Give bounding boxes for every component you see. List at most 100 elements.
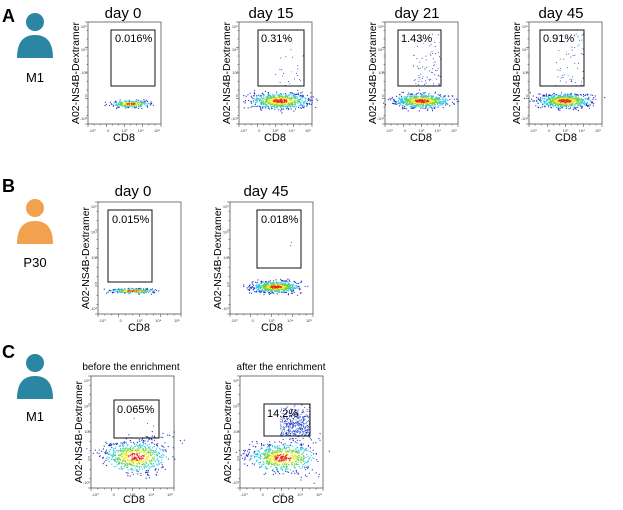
event-dot xyxy=(571,49,573,51)
event-dot xyxy=(276,461,278,463)
event-dot xyxy=(584,101,586,103)
event-dot xyxy=(423,102,425,104)
event-dot xyxy=(134,456,136,458)
event-dot xyxy=(419,92,422,95)
event-dot xyxy=(437,97,439,99)
event-dot xyxy=(421,105,423,107)
event-dot xyxy=(261,93,263,95)
event-dot xyxy=(105,457,108,459)
event-dot xyxy=(274,108,276,110)
event-dot xyxy=(121,102,124,104)
event-dot xyxy=(141,101,143,104)
event-dot xyxy=(561,35,563,37)
event-dot xyxy=(280,93,282,96)
event-dot xyxy=(298,286,300,288)
event-dot xyxy=(570,56,572,58)
event-dot xyxy=(140,102,142,104)
event-dot xyxy=(142,448,145,450)
event-dot xyxy=(132,453,135,455)
event-dot xyxy=(297,451,299,454)
event-dot xyxy=(153,456,155,458)
event-dot xyxy=(434,105,437,107)
event-dot xyxy=(110,459,113,461)
event-dot xyxy=(132,473,134,475)
event-dot xyxy=(179,440,181,442)
event-dot xyxy=(135,444,137,446)
event-dot xyxy=(428,105,430,107)
event-dot xyxy=(137,445,139,447)
event-dot xyxy=(103,288,105,290)
event-dot xyxy=(311,457,313,459)
event-dot xyxy=(264,98,266,100)
event-dot xyxy=(430,107,432,109)
event-dot xyxy=(149,449,151,451)
event-dot xyxy=(133,107,136,109)
event-dot xyxy=(409,93,411,95)
y-axis-label: A02-NS4B-Dextramer xyxy=(70,21,82,124)
event-dot xyxy=(438,105,440,107)
y-tick-label: -10³ xyxy=(222,306,230,311)
event-dot xyxy=(428,106,430,108)
event-dot xyxy=(562,102,564,104)
event-dot xyxy=(436,97,438,99)
event-dot xyxy=(391,96,393,98)
event-dot xyxy=(265,100,267,102)
event-dot xyxy=(283,281,285,283)
event-dot xyxy=(277,99,279,101)
event-dot xyxy=(299,95,301,97)
event-dot xyxy=(565,53,567,55)
event-dot xyxy=(424,101,426,104)
event-dot xyxy=(574,54,576,56)
event-dot xyxy=(307,98,309,100)
event-dot xyxy=(275,459,277,461)
event-dot xyxy=(120,468,122,470)
event-dot xyxy=(143,455,145,457)
event-dot xyxy=(132,463,134,465)
event-dot xyxy=(129,448,131,450)
event-dot xyxy=(263,452,265,454)
event-dot xyxy=(564,93,566,95)
event-dot xyxy=(136,463,139,465)
event-dot xyxy=(281,292,283,294)
event-dot xyxy=(112,104,115,106)
event-dot xyxy=(559,103,561,105)
event-dot xyxy=(433,107,435,109)
event-dot xyxy=(284,453,286,455)
event-dot xyxy=(154,460,156,462)
event-dot xyxy=(131,468,133,470)
event-dot xyxy=(259,100,261,102)
event-dot xyxy=(560,77,562,79)
event-dot xyxy=(274,102,276,104)
event-dot xyxy=(593,97,595,99)
event-dot xyxy=(295,95,297,97)
event-dot xyxy=(287,278,289,280)
event-dot xyxy=(147,100,149,103)
event-dot xyxy=(164,442,166,444)
event-dot xyxy=(433,65,434,67)
event-dot xyxy=(287,294,289,296)
event-dot xyxy=(148,459,150,462)
event-dot xyxy=(441,104,443,106)
event-dot xyxy=(106,442,108,445)
event-dot xyxy=(570,101,572,103)
event-dot xyxy=(288,448,290,450)
event-dot xyxy=(278,100,280,102)
event-dot xyxy=(551,97,554,99)
event-dot xyxy=(308,460,310,462)
event-dot xyxy=(147,288,149,290)
event-dot xyxy=(282,454,284,456)
event-dot xyxy=(573,34,575,36)
event-dot xyxy=(158,290,160,292)
event-dot xyxy=(296,285,298,287)
event-dot xyxy=(261,99,263,101)
event-dot xyxy=(547,97,550,99)
event-dot xyxy=(290,438,292,440)
event-dot xyxy=(260,108,262,110)
event-dot xyxy=(150,453,152,455)
event-dot xyxy=(242,457,244,459)
event-dot xyxy=(426,104,428,106)
event-dot xyxy=(275,455,277,457)
event-dot xyxy=(152,104,155,106)
event-dot xyxy=(427,109,429,111)
event-dot xyxy=(269,292,271,294)
